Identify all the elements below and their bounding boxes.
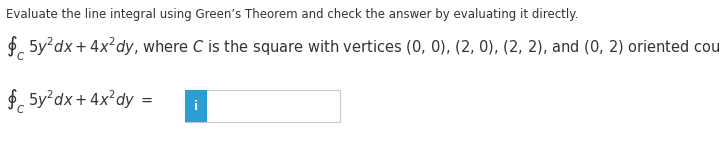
Bar <box>185 90 340 122</box>
Text: i: i <box>194 100 198 112</box>
Text: $\oint_C$ $5y^2dx + 4x^2dy$, where $C$ is the square with vertices (0, 0), (2, 0: $\oint_C$ $5y^2dx + 4x^2dy$, where $C$ i… <box>6 34 720 63</box>
Text: $\oint_C$ $5y^2dx + 4x^2dy\;=$: $\oint_C$ $5y^2dx + 4x^2dy\;=$ <box>6 87 153 116</box>
Text: Evaluate the line integral using Green’s Theorem and check the answer by evaluat: Evaluate the line integral using Green’s… <box>6 8 578 21</box>
Bar <box>185 90 207 122</box>
